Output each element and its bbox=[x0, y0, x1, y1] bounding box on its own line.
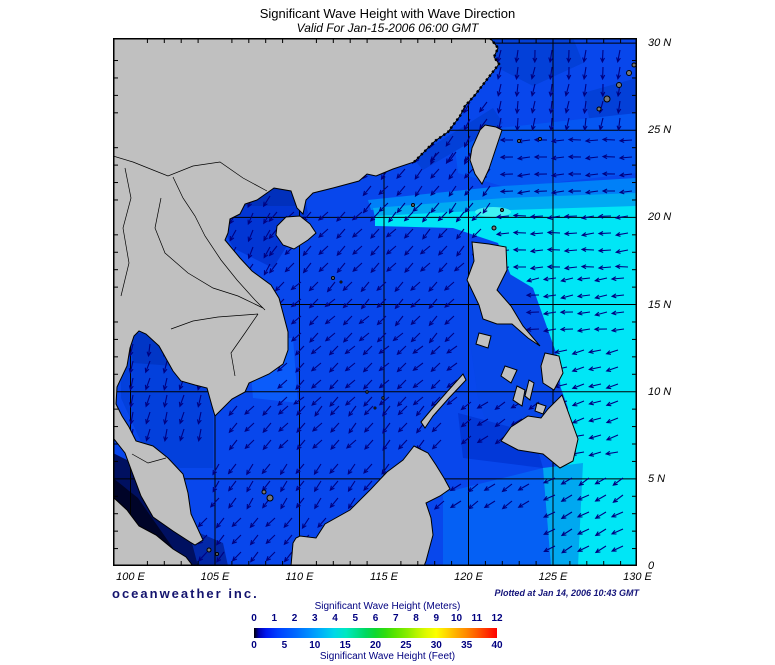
meters-tick: 1 bbox=[271, 613, 278, 624]
lon-label: 125 E bbox=[538, 571, 568, 583]
map-frame bbox=[113, 38, 637, 566]
meters-tick: 8 bbox=[413, 613, 419, 624]
feet-tick: 0 bbox=[251, 640, 257, 651]
meters-tick: 7 bbox=[392, 613, 399, 624]
meters-tick: 3 bbox=[311, 613, 318, 624]
feet-tick: 30 bbox=[430, 640, 442, 651]
landmass-palawan bbox=[420, 373, 467, 429]
rocky-china-coast bbox=[413, 38, 501, 163]
oceanweather-logo-text: oceanweather inc. bbox=[112, 586, 259, 601]
feet-tick: 10 bbox=[309, 640, 321, 651]
landmass-mindanao bbox=[500, 394, 579, 469]
meters-tick: 0 bbox=[251, 613, 257, 624]
wave-height-colorbar bbox=[254, 628, 497, 638]
page-title: Significant Wave Height with Wave Direct… bbox=[259, 6, 516, 21]
lat-label: 20 N bbox=[648, 211, 672, 224]
meters-tick: 2 bbox=[291, 613, 298, 624]
feet-tick: 5 bbox=[281, 640, 288, 651]
country-borders bbox=[113, 155, 268, 464]
lat-label: 0 bbox=[648, 560, 655, 572]
lat-label: 30 N bbox=[648, 37, 672, 50]
lat-label: 10 N bbox=[648, 385, 672, 398]
small-islands bbox=[206, 62, 637, 556]
landmass-mindoro bbox=[475, 332, 492, 349]
landmass-hainan bbox=[275, 215, 317, 250]
meters-tick: 10 bbox=[450, 613, 463, 624]
lat-label: 15 N bbox=[648, 298, 672, 311]
landmass-samar-leyte bbox=[540, 352, 564, 391]
feet-tick: 25 bbox=[400, 640, 412, 651]
feet-tick: 15 bbox=[339, 640, 351, 651]
meters-tick: 11 bbox=[471, 613, 483, 624]
lon-label: 105 E bbox=[200, 571, 230, 583]
lon-label: 100 E bbox=[116, 571, 145, 583]
meters-tick: 9 bbox=[433, 613, 440, 624]
landmass-negros bbox=[512, 385, 526, 407]
meters-tick: 4 bbox=[332, 613, 338, 624]
lon-label: 130 E bbox=[623, 571, 652, 583]
landmass-bohol bbox=[534, 402, 547, 415]
meters-tick: 6 bbox=[372, 613, 379, 624]
legend-meters-title: Significant Wave Height (Meters) bbox=[314, 601, 461, 612]
plotted-timestamp: Plotted at Jan 14, 2006 10:43 GMT bbox=[494, 588, 639, 598]
meters-tick: 5 bbox=[352, 613, 359, 624]
feet-tick: 35 bbox=[461, 640, 473, 651]
landmass-cebu bbox=[524, 379, 535, 401]
landmass-borneo bbox=[290, 445, 451, 566]
landmass-mainland-asia bbox=[113, 38, 500, 546]
lat-label: 5 N bbox=[648, 472, 666, 485]
lon-label: 120 E bbox=[454, 571, 483, 583]
meters-tick: 12 bbox=[491, 613, 503, 624]
landmasses bbox=[113, 38, 637, 566]
landmass-sumatra bbox=[113, 492, 194, 566]
lon-label: 115 E bbox=[370, 571, 398, 583]
degree-tick-marks bbox=[114, 39, 636, 565]
valid-time-subtitle: Valid For Jan-15-2006 06:00 GMT bbox=[296, 21, 479, 35]
feet-tick: 40 bbox=[491, 640, 503, 651]
lat-label: 25 N bbox=[648, 124, 672, 137]
landmass-taiwan bbox=[469, 124, 503, 185]
landmass-panay bbox=[500, 365, 518, 384]
legend-feet-title: Significant Wave Height (Feet) bbox=[319, 651, 456, 662]
lon-label: 110 E bbox=[285, 571, 314, 583]
feet-tick: 20 bbox=[369, 640, 382, 651]
wave-height-map bbox=[113, 38, 637, 566]
landmass-luzon bbox=[466, 241, 541, 347]
